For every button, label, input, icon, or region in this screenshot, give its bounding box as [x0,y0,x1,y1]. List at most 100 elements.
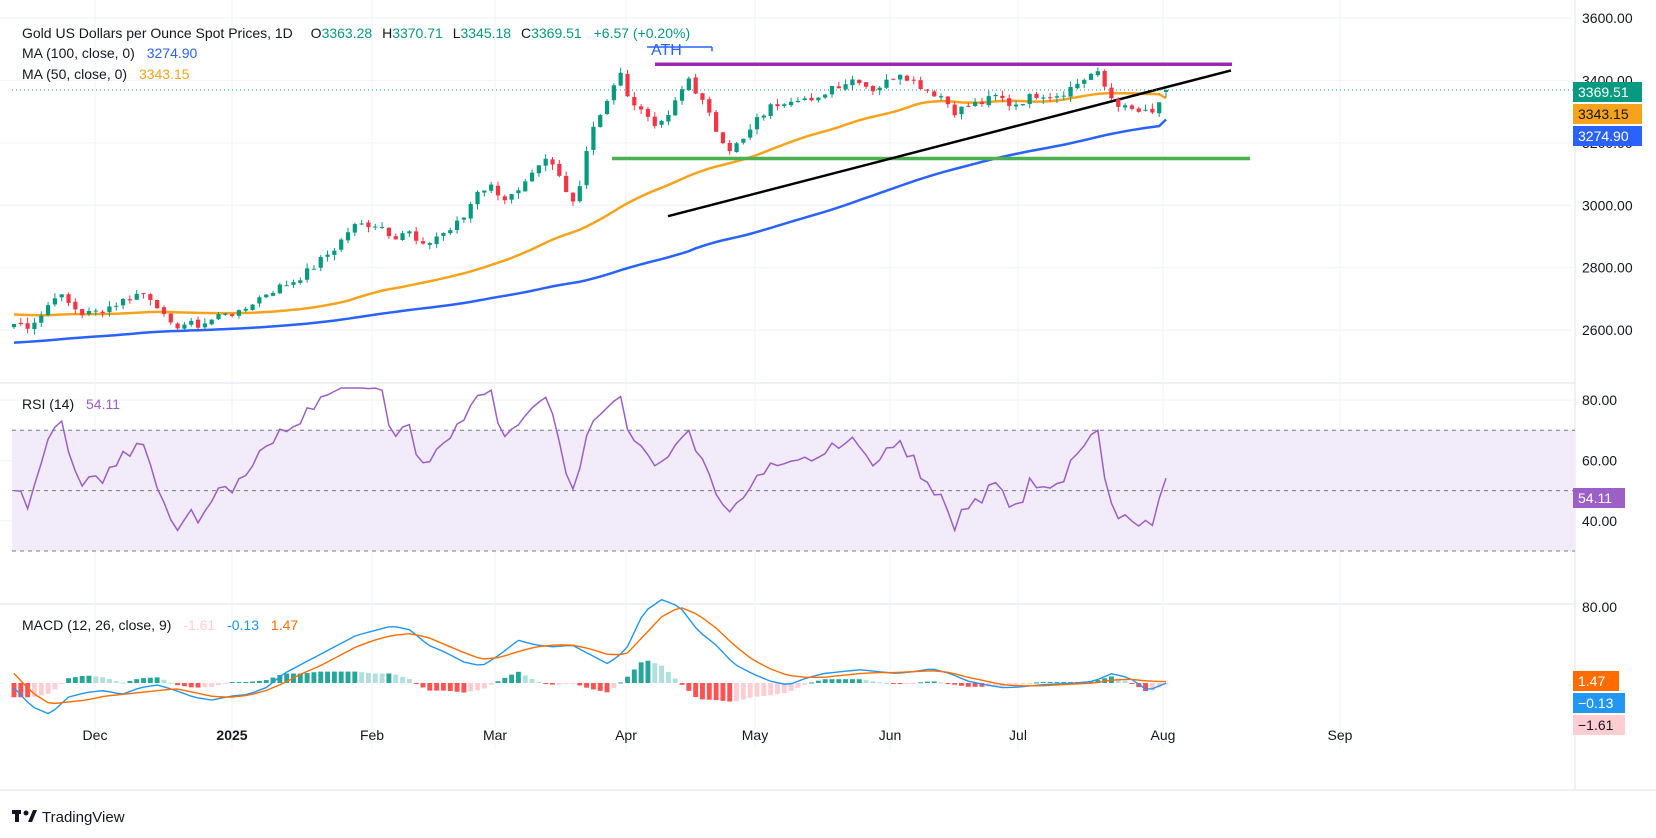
time-tick-label: Feb [360,727,384,743]
candle-body [257,297,262,304]
candle-body [679,89,685,101]
candle-body [1143,109,1148,111]
macd-histogram-bar [372,673,378,683]
macd-histogram-bar [529,679,535,683]
candle-body [45,305,51,316]
macd-histogram-bar [754,683,760,697]
macd-histogram-bar [618,682,624,684]
macd-line-layer [13,598,1167,715]
macd-histogram-bar [849,679,855,683]
macd-histogram-bar [843,679,849,683]
macd-histogram-bar [638,662,644,683]
macd-histogram-bar [536,681,542,683]
macd-hist-legend-value: -1.61 [183,617,215,633]
candle-body [100,311,105,314]
candle-body [795,100,801,103]
macd-histogram-bar [788,683,794,692]
macd-histogram-bar [727,683,733,702]
time-tick-label: Aug [1151,727,1176,743]
ma100-legend-value: 3274.90 [147,45,198,61]
time-tick-label: Jul [1009,727,1027,743]
macd-histogram-bar [604,683,610,693]
candle-body [911,79,916,81]
candle-body [550,159,555,165]
macd-histogram-bar [863,680,869,683]
candle-body [502,196,507,201]
candle-body [359,223,364,225]
candle-body [809,97,814,101]
candle-body [727,142,732,152]
candle-body [311,268,317,270]
high-value: 3370.71 [392,25,443,41]
macd-histogram-bar [379,673,385,683]
macd-histogram-bar [45,683,51,694]
macd-histogram-bar [802,683,808,685]
candle-body [700,93,705,100]
candle-body [863,82,869,87]
macd-histogram-bar [1095,680,1101,683]
macd-histogram-bar [672,678,678,683]
macd-histogram-bar [420,683,426,688]
chart-title: Gold US Dollars per Ounce Spot Prices, 1… [22,25,293,41]
candle-body [904,75,910,81]
candle-body [373,226,378,228]
macd-histogram-bar [297,673,303,683]
macd-histogram-bar [1061,682,1067,684]
macd-histogram-bar [59,683,65,684]
macd-histogram-bar [768,683,774,696]
candle-body [1109,87,1114,99]
candle-body [59,294,64,298]
candle-body [114,305,119,307]
macd-histogram-bar [631,669,637,683]
candle-body [1088,73,1094,80]
ma50-legend-label: MA (50, close, 0) [22,66,127,82]
macd-histogram-bar [461,683,467,693]
macd-line [13,598,1167,715]
macd-histogram-bar [106,679,112,683]
price-tick-label: 2600.00 [1582,322,1633,338]
candle-body [659,120,664,125]
macd-histogram-bar [1040,682,1046,684]
macd-histogram-bar [795,683,801,688]
macd-histogram-bar [1149,683,1155,691]
candle-body [1122,105,1128,108]
macd-histogram-bar [918,682,924,684]
chart-frame [0,0,1656,791]
candle-body [952,104,957,116]
macd-histogram-bar [911,683,917,684]
candle-body [1136,108,1141,112]
rsi-tick-label: 40.00 [1582,513,1617,529]
candle-body [761,115,766,118]
close-label: C [521,25,531,41]
ma100-badge [1573,126,1642,146]
macd-histogram-bar [284,673,290,683]
macd-histogram-bar [488,683,494,685]
candle-body [598,115,603,128]
candle-body [93,310,98,312]
candle-body [393,236,398,240]
candle-body [836,86,841,89]
candle-body [1095,71,1100,76]
high-label: H [382,25,392,41]
macd-histogram-bar [352,671,358,683]
macd-histogram-bar [713,683,719,701]
candle-body [414,231,419,241]
macd-histogram-bar [1054,682,1060,684]
macd-histogram-bar [147,677,153,683]
candle-body [489,184,494,191]
macd-histogram-bar [427,683,433,691]
macd-tick-label: 80.00 [1582,599,1617,615]
candle-body [823,94,828,98]
macd-histogram-bar [18,683,24,698]
ma100-line [13,118,1167,344]
candle-body [604,100,610,115]
macd-histogram-bar [250,681,256,683]
candle-body [1020,104,1025,106]
price-badges: 3369.51 3343.15 3274.90 54.11 1.47 −0.13… [1573,82,1642,735]
macd-histogram-bar [734,683,740,702]
macd-histogram-bar [665,671,671,683]
macd-histogram-bar [931,681,937,683]
macd-legend: MACD (12, 26, close, 9) -1.61 -0.13 1.47 [22,617,298,633]
candle-body [918,80,923,90]
macd-histogram-bar [761,683,767,697]
